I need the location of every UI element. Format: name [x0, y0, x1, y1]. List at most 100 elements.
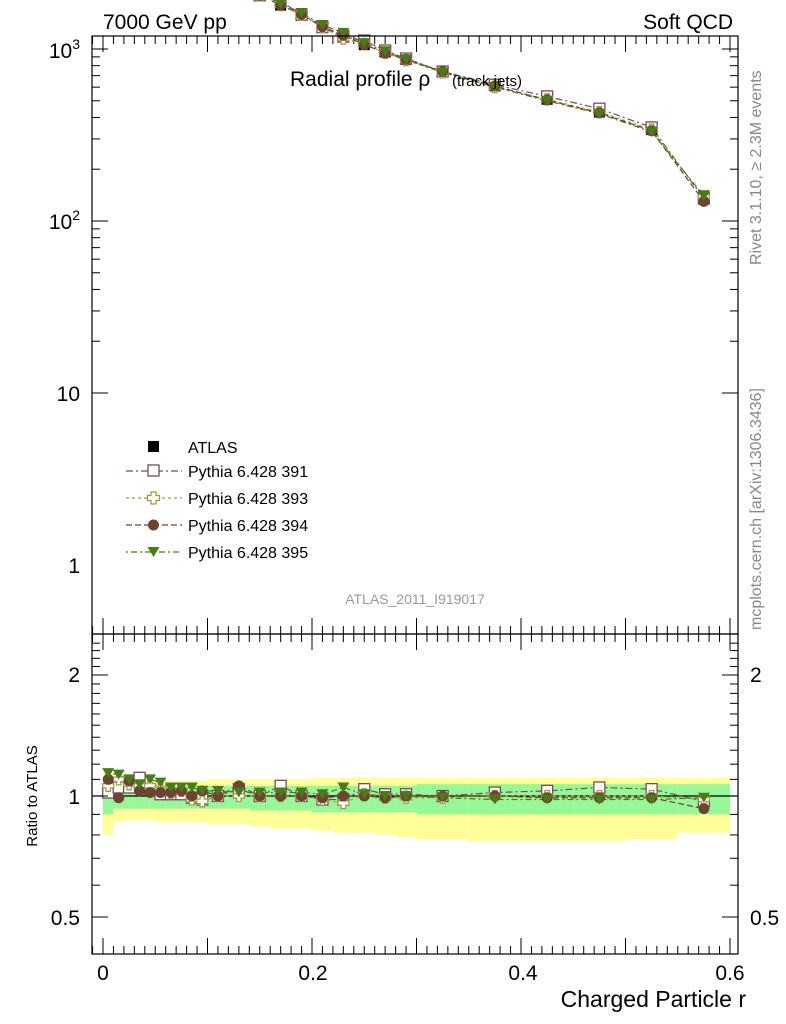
ratio-y-tick-labels: 2 1 0.5 2 0.5 [51, 664, 779, 930]
ratio-point-s2-0 [102, 773, 114, 785]
band-inner-3 [134, 785, 145, 809]
legend-marker-395 [147, 547, 160, 557]
main-point-s4-18 [379, 46, 392, 57]
ratio-point-s3-22 [541, 794, 554, 805]
x-axis-label: Charged Particle r [561, 986, 747, 1012]
ratio-point-s3-6 [164, 782, 177, 793]
ratio-point-s3-5 [154, 777, 167, 788]
ratio-point-s3-1 [112, 769, 125, 780]
x-tick-label-06: 0.6 [715, 962, 744, 985]
ratio-point-s3-20 [436, 792, 449, 803]
ratio-point-s3-18 [379, 791, 392, 801]
legend-item-atlas: ATLAS [148, 440, 238, 457]
ratio-point-s3-16 [337, 782, 350, 793]
ratio-y-tick-05-left: 0.5 [51, 907, 80, 930]
ratio-point-s3-23 [593, 794, 606, 805]
main-point-s4-13 [275, 0, 286, 9]
legend-marker-393 [146, 491, 161, 505]
main-series-markers [253, 0, 711, 207]
ratio-point-s3-3 [133, 779, 146, 790]
legend-item-394: Pythia 6.428 394 [126, 518, 308, 535]
y-tick-label-10: 10 [57, 383, 80, 406]
ratio-point-s3-25 [697, 792, 710, 803]
legend-marker-394 [148, 519, 159, 531]
main-point-s4-14 [295, 7, 308, 18]
ratio-point-s2-8 [186, 790, 198, 802]
main-point-s4-25 [697, 190, 710, 201]
main-series-lines [268, 0, 705, 202]
main-title-sub: (track jets) [452, 73, 522, 90]
ratio-y-tick-2-left: 2 [68, 664, 80, 687]
legend-label-395: Pythia 6.428 395 [188, 545, 308, 562]
ratio-y-tick-1-left: 1 [68, 786, 80, 809]
main-point-s4-22 [541, 95, 554, 106]
ratio-line-3 [108, 772, 704, 801]
header-left: 7000 GeV pp [103, 11, 227, 34]
ratio-point-s2-10 [212, 790, 224, 802]
ratio-point-s3-12 [253, 787, 266, 798]
ratio-point-s3-0 [102, 768, 115, 779]
ratio-point-s3-15 [316, 789, 329, 800]
main-line-1 [274, 0, 705, 199]
ratio-point-s3-11 [232, 787, 245, 798]
ratio-point-s3-9 [196, 785, 209, 796]
ratio-axis-ticks [92, 634, 738, 954]
ratio-point-s2-3 [134, 785, 146, 797]
analysis-tag: ATLAS_2011_I919017 [345, 591, 485, 607]
legend-marker-391 [147, 464, 160, 477]
legend-label-394: Pythia 6.428 394 [188, 518, 308, 535]
ratio-point-s2-25 [698, 803, 710, 815]
rivet-label: Rivet 3.1.10, ≥ 2.3M events [748, 70, 765, 265]
ratio-point-s1-9 [196, 795, 209, 808]
ratio-point-s3-21 [488, 794, 501, 805]
legend-label-391: Pythia 6.428 391 [188, 464, 308, 481]
ratio-series-markers [102, 768, 711, 815]
legend-item-395: Pythia 6.428 395 [126, 545, 308, 562]
ratio-point-s2-4 [144, 787, 156, 799]
ratio-point-s3-19 [400, 791, 413, 801]
ratio-point-s2-1 [113, 792, 125, 804]
ratio-point-s3-4 [144, 774, 157, 785]
ratio-point-s3-17 [358, 789, 371, 800]
ratio-point-s3-14 [295, 787, 308, 798]
x-tick-labels: 0 0.2 0.4 0.6 [97, 962, 744, 985]
x-tick-label-04: 0.4 [508, 962, 538, 985]
ratio-y-axis-label: Ratio to ATLAS [24, 745, 41, 846]
ratio-point-s3-7 [175, 782, 188, 793]
x-tick-label-02: 0.2 [298, 962, 327, 985]
ratio-point-s2-16 [337, 790, 349, 802]
ratio-y-tick-05-right: 0.5 [750, 907, 779, 930]
legend-label-atlas: ATLAS [188, 440, 238, 457]
main-point-s4-15 [316, 19, 329, 30]
ratio-y-tick-2-right: 2 [750, 664, 762, 687]
legend-marker-atlas [148, 441, 159, 452]
ratio-line-0 [107, 776, 705, 802]
main-point-s4-24 [645, 126, 658, 137]
main-point-s4-23 [593, 108, 606, 119]
x-tick-label-0: 0 [97, 962, 109, 985]
ratio-point-s3-24 [645, 794, 658, 805]
ratio-point-s3-2 [123, 774, 136, 785]
main-line-4 [271, 0, 705, 197]
ratio-point-s2-6 [165, 787, 177, 799]
band-inner-2 [123, 785, 135, 809]
main-axis-ticks [92, 36, 738, 634]
ratio-point-s2-5 [154, 787, 166, 799]
ratio-point-s3-8 [185, 782, 198, 793]
main-point-s4-17 [358, 38, 371, 49]
ratio-point-s3-13 [274, 787, 287, 798]
ratio-point-s3-10 [211, 785, 224, 796]
legend-item-393: Pythia 6.428 393 [126, 491, 308, 508]
main-point-s3-12 [256, 0, 263, 1]
main-line-3 [268, 0, 705, 202]
main-point-s4-20 [436, 67, 449, 78]
legend-label-393: Pythia 6.428 393 [188, 491, 308, 508]
main-title: Radial profile ρ [290, 68, 430, 91]
main-point-s4-16 [337, 27, 350, 38]
main-point-s3-25 [698, 195, 710, 207]
main-y-tick-labels: 103 102 10 1 [49, 36, 80, 578]
header-right: Soft QCD [643, 11, 733, 34]
main-point-s4-19 [400, 54, 413, 65]
